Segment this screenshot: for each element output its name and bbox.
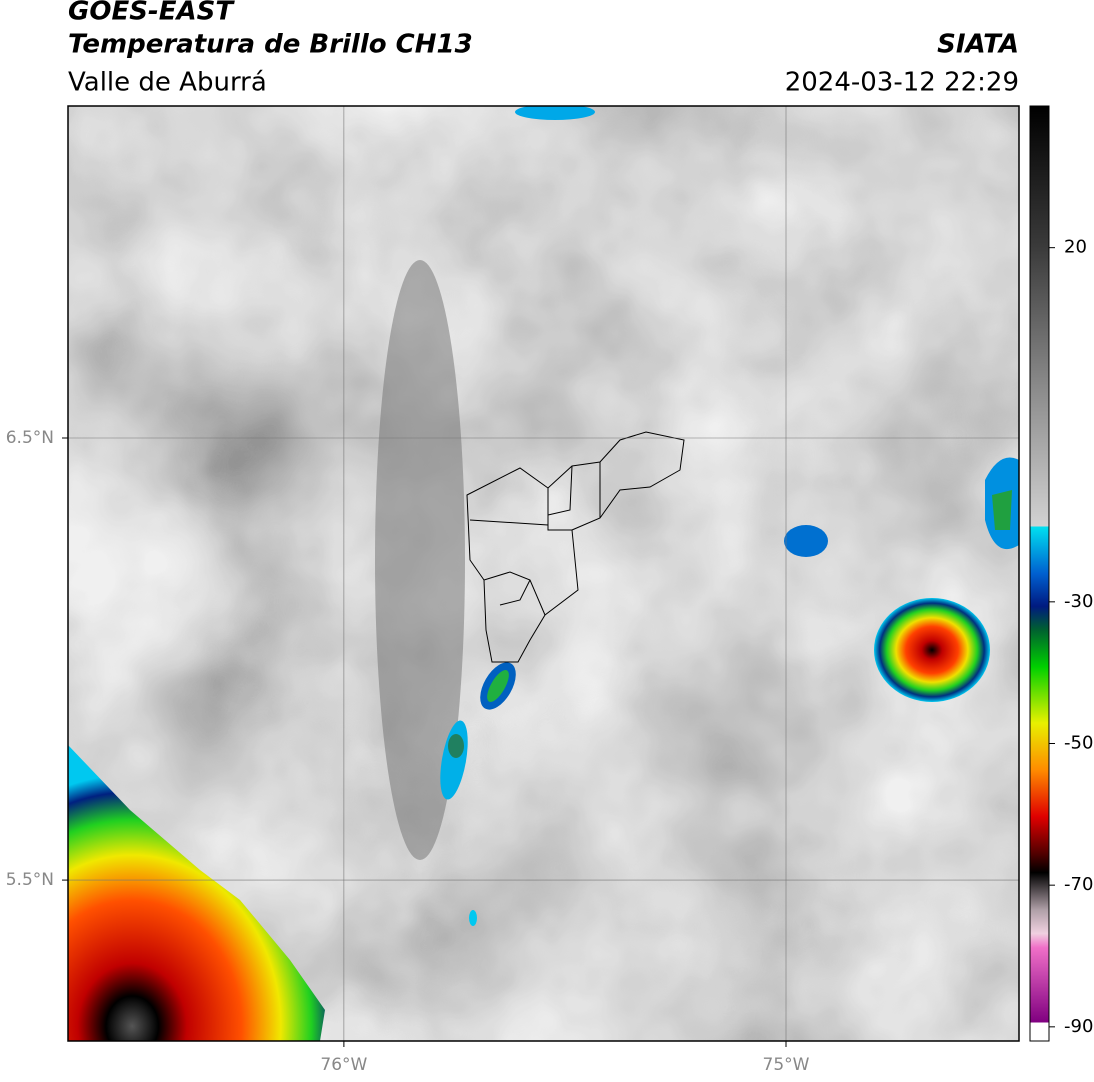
colorbar-tick-label: 20 bbox=[1064, 237, 1087, 258]
municipality-boundary bbox=[466, 431, 685, 663]
colorbar-tick-label: -70 bbox=[1064, 874, 1093, 895]
title: GOES-EAST bbox=[68, 0, 235, 27]
region: Valle de Aburrá bbox=[68, 68, 267, 98]
cold-cloud bbox=[784, 525, 828, 557]
cold-cloud bbox=[469, 910, 477, 926]
cloud-texture bbox=[68, 106, 1019, 1041]
dark-band bbox=[375, 260, 465, 860]
source: SIATA bbox=[937, 30, 1019, 60]
map-frame bbox=[67, 105, 1020, 1042]
cold-cloud bbox=[874, 598, 990, 702]
colorbar-tick-label: -30 bbox=[1064, 591, 1093, 612]
x-tick-label: 75°W bbox=[763, 1055, 810, 1075]
cold-cloud bbox=[515, 106, 595, 120]
cold-cloud bbox=[448, 734, 464, 758]
timestamp: 2024-03-12 22:29 bbox=[785, 68, 1019, 98]
colorbar-tick-label: -90 bbox=[1064, 1016, 1093, 1037]
x-tick-label: 76°W bbox=[320, 1055, 367, 1075]
municipality-boundary bbox=[469, 462, 601, 616]
colorbar-tick-label: -50 bbox=[1064, 733, 1093, 754]
subtitle: Temperatura de Brillo CH13 bbox=[68, 30, 473, 60]
graticule bbox=[68, 106, 1019, 1041]
cold-cloud bbox=[992, 490, 1012, 530]
satellite-image bbox=[68, 106, 1019, 1041]
y-tick-label: 5.5°N bbox=[6, 870, 54, 890]
y-tick-label: 6.5°N bbox=[6, 428, 54, 448]
cold-cloud bbox=[68, 745, 325, 1041]
cold-cloud bbox=[487, 670, 509, 702]
colorbar bbox=[1029, 105, 1050, 1042]
